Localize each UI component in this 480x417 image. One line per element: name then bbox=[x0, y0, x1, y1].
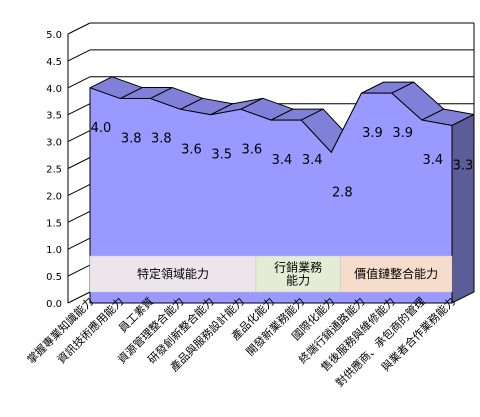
data-label: 3.9 bbox=[362, 126, 383, 141]
gridline-depth bbox=[67, 237, 91, 250]
gridline-depth bbox=[67, 291, 91, 304]
y-tick-label: 3.5 bbox=[46, 111, 62, 122]
group-band-box bbox=[255, 255, 341, 293]
area-side-face bbox=[451, 113, 475, 304]
data-label: 3.8 bbox=[121, 132, 142, 147]
gridline-depth bbox=[67, 22, 91, 35]
y-tick-label: 3.0 bbox=[46, 138, 62, 149]
y-tick-label: 0.0 bbox=[46, 299, 62, 310]
gridline-depth bbox=[67, 103, 91, 116]
data-label: 3.6 bbox=[181, 142, 202, 157]
gridline-depth bbox=[67, 76, 91, 89]
data-label: 3.3 bbox=[453, 158, 474, 173]
gridline-depth bbox=[67, 264, 91, 277]
y-tick-label: 1.5 bbox=[46, 218, 62, 229]
data-label: 3.8 bbox=[151, 132, 172, 147]
group-band-box bbox=[340, 255, 453, 293]
y-tick-label: 4.0 bbox=[46, 84, 62, 95]
y-tick-label: 2.5 bbox=[46, 165, 62, 176]
gridline-depth bbox=[67, 183, 91, 196]
y-tick-label: 2.0 bbox=[46, 191, 62, 202]
gridline-depth bbox=[67, 49, 91, 62]
data-label: 3.6 bbox=[241, 142, 262, 157]
group-band-box bbox=[89, 255, 257, 293]
area-series bbox=[89, 76, 475, 304]
group-label: 行銷業務 bbox=[274, 260, 322, 275]
x-axis-categories: 掌握專業知識能力資訊技術應用能力員工素質資源管理整合能力研發創新整合能力產品與服… bbox=[24, 294, 458, 389]
gridline-depth bbox=[67, 157, 91, 169]
y-tick-label: 4.5 bbox=[46, 57, 62, 68]
data-label: 4.0 bbox=[91, 121, 112, 136]
data-label: 3.9 bbox=[392, 126, 413, 141]
area-front-face bbox=[89, 87, 453, 304]
data-label: 2.8 bbox=[332, 185, 353, 200]
data-label: 3.4 bbox=[422, 153, 443, 168]
gridline-depth bbox=[67, 210, 91, 223]
data-label: 3.4 bbox=[302, 153, 323, 168]
group-label: 能力 bbox=[286, 274, 310, 288]
y-tick-label: 1.0 bbox=[46, 245, 62, 256]
gridline-depth bbox=[67, 130, 91, 143]
data-label: 3.5 bbox=[211, 148, 232, 163]
group-label: 特定領域能力 bbox=[137, 266, 209, 281]
data-label: 3.4 bbox=[272, 153, 293, 168]
y-tick-label: 5.0 bbox=[46, 30, 62, 41]
y-tick-label: 0.5 bbox=[46, 272, 62, 283]
group-label: 價值鏈整合能力 bbox=[354, 266, 438, 281]
y-axis: 0.0 0.5 1.0 1.5 2.0 2.5 3.0 3.5 4.0 4.5 5.0 bbox=[46, 30, 69, 310]
